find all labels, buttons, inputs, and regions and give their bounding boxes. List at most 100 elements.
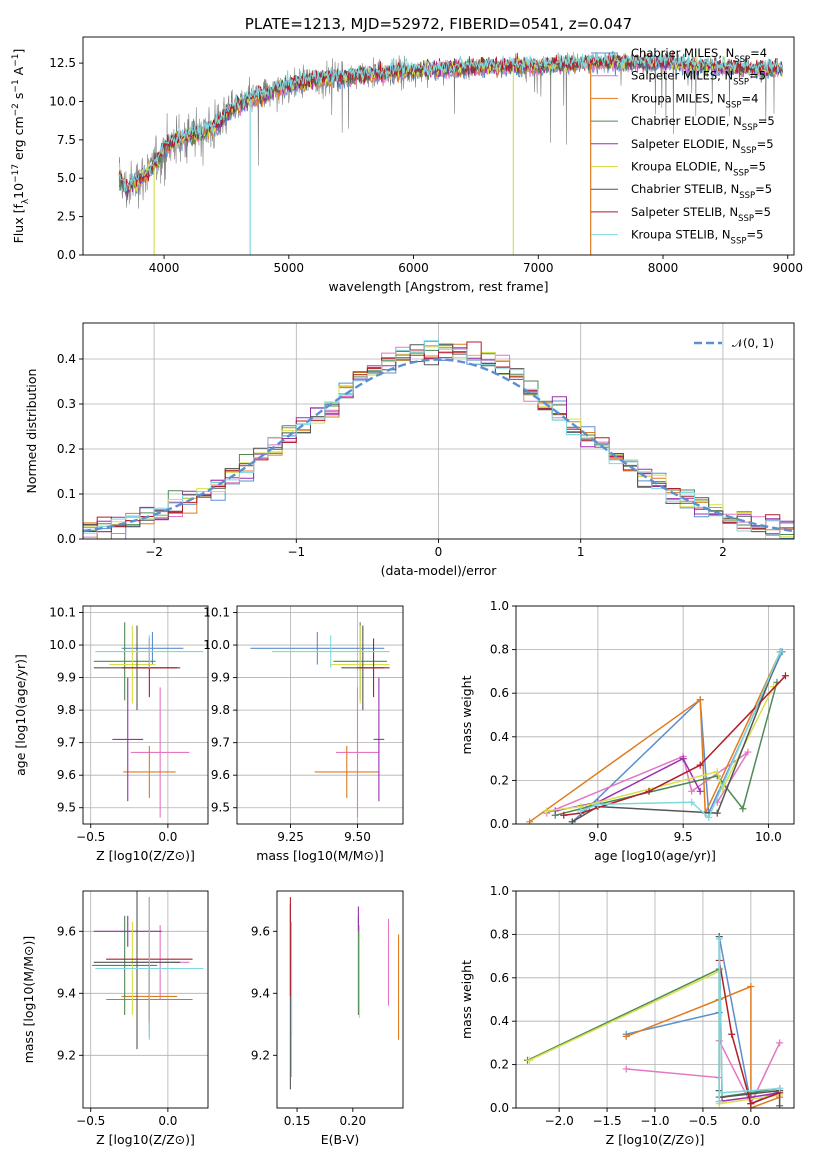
- y-axis-label: mass weight: [459, 675, 474, 754]
- legend-sub: SSP: [742, 123, 758, 133]
- legend-label: Kroupa ELODIE, NSSP=5: [631, 160, 766, 179]
- y-tick-label: 0.1: [57, 487, 76, 501]
- weight-marker: [622, 1032, 630, 1040]
- legend-value: =5: [754, 205, 771, 219]
- weight-marker: [679, 755, 687, 763]
- x-tick-label: −1.5: [592, 1114, 621, 1128]
- weight-marker: [577, 807, 585, 815]
- panel-weight-vs-Z: −2.0 −1.5 −1.0 −0.5 0.0 0.0 0.2 0.4 0.6 0.8 1.0 Z […: [459, 884, 795, 1147]
- label-part: Flux [f: [11, 204, 26, 244]
- y-tick-label: 9.7: [57, 736, 76, 750]
- y-tick-label: 1.0: [490, 884, 509, 898]
- y-tick-label: 0.8: [490, 643, 509, 657]
- plot-area: [83, 340, 794, 539]
- x-axis-label: Z [log10(Z/Z⊙)]: [606, 1132, 705, 1147]
- x-axis-label: (data-model)/error: [381, 563, 498, 578]
- weight-marker: [776, 1084, 784, 1092]
- legend-sub: SSP: [733, 78, 749, 88]
- x-tick-label: 9000: [772, 261, 803, 275]
- x-tick-label: 9.0: [588, 830, 607, 844]
- legend-sub: SSP: [739, 191, 755, 201]
- x-tick-label: −1.0: [640, 1114, 669, 1128]
- y-tick-label: 9.9: [211, 671, 230, 685]
- legend-sub: SSP: [734, 55, 750, 65]
- legend-label: 𝒩(0, 1): [732, 336, 774, 350]
- weight-marker: [718, 1089, 726, 1097]
- label-part: erg cm: [11, 116, 26, 164]
- panel-age-vs-mass: 9.25 9.50 9.5 9.6 9.7 9.8 9.9 10.0 10.1 mass [log…: [203, 606, 404, 863]
- legend-value: =5: [749, 69, 766, 83]
- x-axis-label: wavelength [Angstrom, rest frame]: [328, 279, 548, 294]
- x-tick-label: 0: [435, 545, 443, 559]
- y-tick-label: 0.6: [490, 971, 509, 985]
- legend-label: Chabrier ELODIE, NSSP=5: [631, 114, 775, 133]
- x-tick-label: −2: [145, 545, 163, 559]
- weight-line: [718, 938, 780, 1102]
- y-tick-label: 2.5: [57, 210, 76, 224]
- x-axis-label: Z [log10(Z/Z⊙)]: [96, 848, 195, 863]
- plot-area: [289, 897, 400, 1090]
- legend-label: Kroupa MILES, NSSP=4: [631, 91, 758, 110]
- y-tick-label: 9.6: [211, 768, 230, 782]
- legend-sub: SSP: [733, 169, 749, 179]
- x-tick-label: 1: [577, 545, 585, 559]
- weight-line: [571, 651, 782, 823]
- legend-value: =4: [750, 46, 767, 60]
- label-part: −17: [11, 164, 21, 183]
- legend-model: Chabrier MILES, N: [631, 46, 734, 60]
- y-tick-label: 9.2: [251, 1048, 270, 1062]
- x-tick-label: 0.0: [158, 1114, 177, 1128]
- y-tick-label: 9.6: [57, 924, 76, 938]
- plot-area: [92, 891, 204, 1050]
- weight-line: [529, 651, 782, 823]
- panel-mass-vs-Z: −0.5 0.0 9.2 9.4 9.6 Z [log10(Z/Z⊙)] mass [log…: [21, 890, 209, 1147]
- y-axis-label: age [log10(age/yr)]: [13, 654, 28, 776]
- y-axis-label: Flux [fλ10−17 erg cm−2 s−1 A−1]: [11, 49, 31, 244]
- x-tick-label: 6000: [398, 261, 429, 275]
- legend-value: =5: [749, 160, 766, 174]
- plot-area: [524, 933, 784, 1108]
- axes-border: [82, 890, 209, 1109]
- legend-label: Kroupa STELIB, NSSP=5: [631, 228, 763, 247]
- x-tick-label: 0.0: [741, 1114, 760, 1128]
- x-axis-label: E(B-V): [321, 1132, 360, 1147]
- weight-line: [527, 967, 780, 1099]
- y-tick-label: 10.0: [49, 638, 76, 652]
- weight-marker: [713, 809, 721, 817]
- y-tick-label: 12.5: [49, 56, 76, 70]
- y-tick-label: 0.4: [57, 352, 76, 366]
- x-tick-label: 7000: [523, 261, 554, 275]
- y-tick-label: 0.2: [57, 442, 76, 456]
- legend-label: Chabrier MILES, NSSP=4: [631, 46, 767, 65]
- y-tick-label: 0.4: [490, 730, 509, 744]
- x-tick-label: 0.20: [339, 1114, 366, 1128]
- x-tick-label: 10.0: [755, 830, 782, 844]
- x-tick-label: 4000: [149, 261, 180, 275]
- panel-residuals: −2 −1 0 1 2 0.0 0.1 0.2 0.3 0.4 (data-model)/error…: [24, 322, 795, 578]
- weight-marker: [747, 982, 755, 990]
- x-tick-label: −2.0: [545, 1114, 574, 1128]
- chart-title: PLATE=1213, MJD=52972, FIBERID=0541, z=0…: [245, 15, 632, 33]
- y-tick-label: 9.5: [57, 801, 76, 815]
- y-axis-label: mass weight: [459, 960, 474, 1039]
- weight-marker: [744, 748, 752, 756]
- weight-marker: [776, 1102, 784, 1108]
- axes-frame: 4000 5000 6000 7000 8000 9000 0.0 2.5 5.0 7.5 10.0…: [11, 15, 803, 294]
- legend-model: Chabrier STELIB, N: [631, 182, 739, 196]
- y-tick-label: 0.4: [490, 1014, 509, 1028]
- weight-marker: [525, 1056, 533, 1064]
- plot-area: [118, 50, 783, 255]
- axes-frame: 9.25 9.50 9.5 9.6 9.7 9.8 9.9 10.0 10.1 mass [log…: [203, 606, 404, 863]
- y-tick-label: 10.1: [203, 606, 230, 620]
- y-tick-label: 7.5: [57, 133, 76, 147]
- x-tick-label: 9.50: [344, 830, 371, 844]
- legend-label: Salpeter MILES, NSSP=5: [631, 69, 766, 88]
- weight-marker: [776, 1039, 784, 1047]
- weight-marker: [568, 818, 576, 824]
- weight-marker: [728, 1030, 736, 1038]
- y-axis-label: mass [log10(M/M⊙)]: [21, 936, 36, 1064]
- normal-curve: [83, 358, 794, 533]
- weight-marker: [645, 787, 653, 795]
- weight-marker: [696, 696, 704, 704]
- plot-area: [93, 622, 204, 818]
